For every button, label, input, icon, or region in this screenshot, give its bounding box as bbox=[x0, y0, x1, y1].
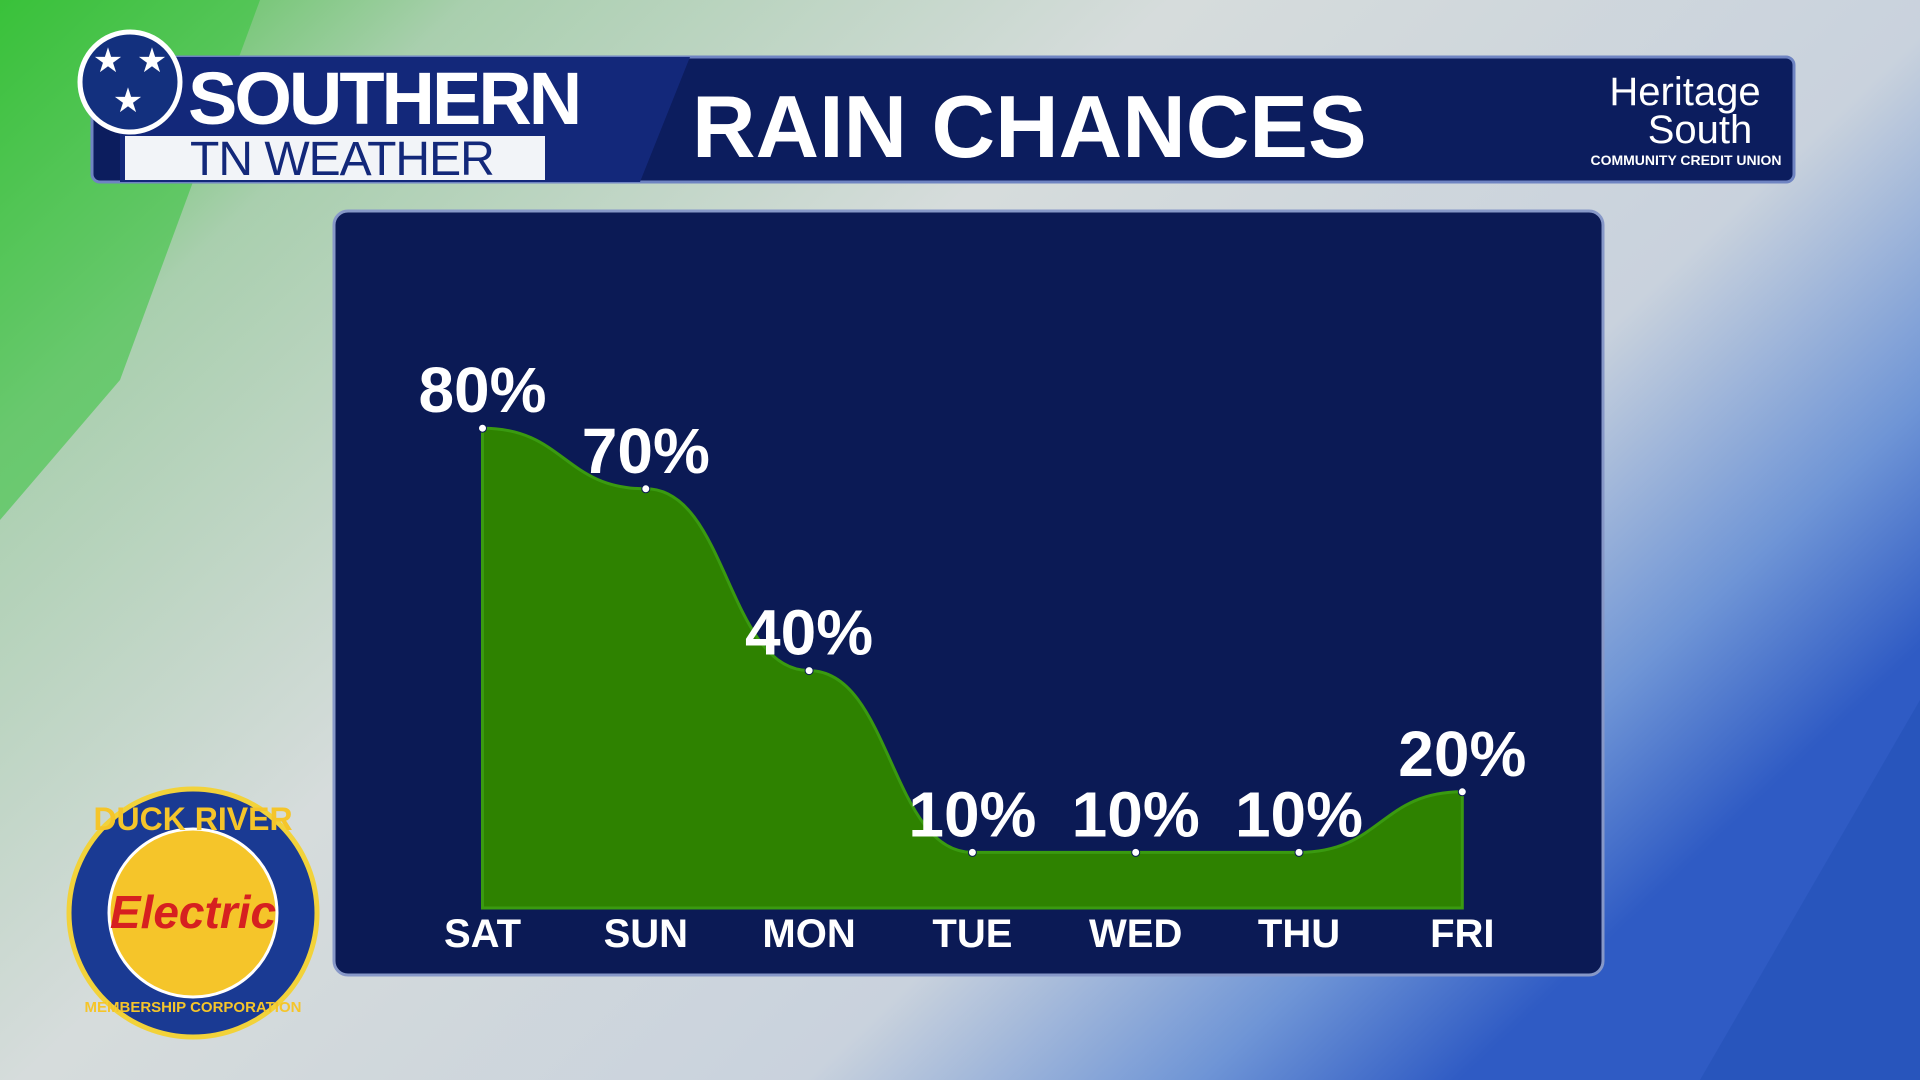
stars-circle bbox=[77, 29, 183, 135]
coop-tagline: MEMBERSHIP CORPORATION bbox=[85, 999, 302, 1016]
value-label: 70% bbox=[582, 415, 710, 487]
x-tick-label: SAT bbox=[444, 912, 521, 956]
data-point bbox=[1131, 847, 1141, 857]
value-label: 10% bbox=[908, 778, 1036, 850]
data-point bbox=[804, 666, 814, 676]
data-point bbox=[1294, 847, 1304, 857]
data-point bbox=[641, 484, 651, 494]
chart-title: RAIN CHANCES bbox=[692, 77, 1367, 176]
x-tick-label: SUN bbox=[604, 912, 688, 956]
star: ★ bbox=[93, 42, 123, 80]
coop-logo-inner bbox=[107, 827, 279, 999]
sponsor-name: Heritage bbox=[1609, 70, 1760, 114]
data-point bbox=[478, 423, 487, 433]
x-tick-label: WED bbox=[1089, 912, 1182, 956]
show-title: SOUTHERN bbox=[188, 57, 579, 140]
star: ★ bbox=[113, 82, 143, 120]
x-tick-label: MON bbox=[762, 912, 855, 956]
value-label: 40% bbox=[745, 597, 873, 669]
data-point bbox=[1457, 787, 1467, 797]
coop-brand: Electric bbox=[110, 886, 276, 938]
value-label: 10% bbox=[1072, 778, 1200, 850]
x-tick-label: TUE bbox=[932, 912, 1012, 956]
sponsor-name: South bbox=[1648, 108, 1753, 152]
value-label: 20% bbox=[1398, 718, 1526, 790]
x-tick-label: THU bbox=[1258, 912, 1340, 956]
sponsor-tagline: COMMUNITY CREDIT UNION bbox=[1590, 152, 1781, 168]
data-point bbox=[967, 847, 977, 857]
logo-strip bbox=[125, 136, 545, 180]
coop-name: DUCK RIVER bbox=[93, 801, 292, 837]
value-label: 10% bbox=[1235, 778, 1363, 850]
plot: 80% SAT 70% SUN 40% MON 10% TUE 10% WED 10% THU 20% F… bbox=[418, 354, 1526, 956]
value-label: 80% bbox=[418, 354, 546, 426]
x-tick-label: FRI bbox=[1430, 912, 1494, 956]
star: ★ bbox=[137, 42, 167, 80]
bg-shard bbox=[1700, 700, 1920, 1080]
show-subtitle: TN WEATHER bbox=[190, 133, 494, 186]
